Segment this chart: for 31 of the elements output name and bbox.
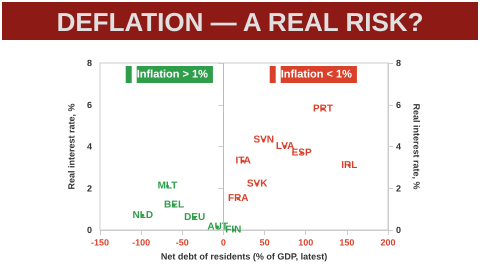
data-label: ITA xyxy=(235,156,251,167)
y2-tick-label: 8 xyxy=(396,58,402,68)
y-tick-label: 4 xyxy=(86,142,92,152)
x-tick-label: 200 xyxy=(380,238,396,248)
x-tick-label: -50 xyxy=(176,238,189,248)
data-label: PRT xyxy=(312,103,333,114)
y2-tick-label: 0 xyxy=(396,225,402,235)
x-tick-label: 100 xyxy=(298,238,314,248)
y-tick-label: 8 xyxy=(86,58,92,68)
chart-title: DEFLATION — A REAL RISK? xyxy=(56,7,424,37)
data-label: SVK xyxy=(246,178,268,190)
y-tick-label: 6 xyxy=(86,100,92,110)
x-axis-title: Net debt of residents (% of GDP, latest) xyxy=(160,251,328,262)
x-tick-label: 0 xyxy=(220,238,226,248)
y2-axis-title: Real interest rate, % xyxy=(411,103,422,190)
x-tick-label: 50 xyxy=(260,238,270,248)
y-axis-title: Real interest rate, % xyxy=(66,103,77,190)
y-tick-label: 0 xyxy=(86,225,92,235)
legend-label: Inflation > 1% xyxy=(136,68,208,80)
y-tick-label: 2 xyxy=(86,183,92,194)
y2-tick-label: 6 xyxy=(396,100,402,110)
x-tick-label: -100 xyxy=(132,238,150,248)
data-label: ESP xyxy=(292,147,312,158)
legend-label: Inflation < 1% xyxy=(280,68,352,80)
y2-tick-label: 2 xyxy=(396,183,402,194)
x-tick-label: 150 xyxy=(339,238,354,248)
data-label: BEL xyxy=(164,199,184,210)
x-tick-label: -150 xyxy=(90,238,110,248)
data-label: DEU xyxy=(184,212,206,223)
y2-tick-label: 4 xyxy=(396,142,402,152)
data-label: NLD xyxy=(132,210,154,221)
